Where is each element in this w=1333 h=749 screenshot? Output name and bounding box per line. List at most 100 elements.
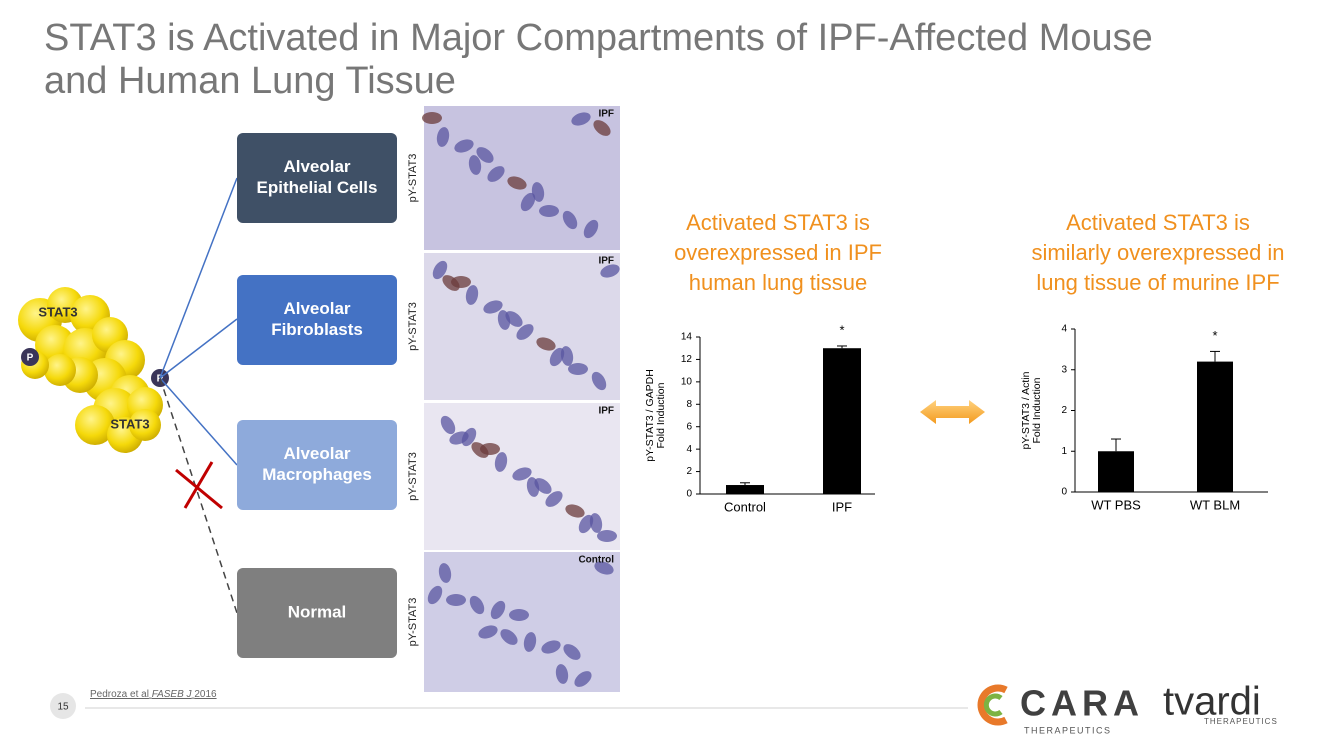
cell-nucleus xyxy=(545,491,563,507)
compartment-label: Alveolar xyxy=(283,299,350,318)
image-tag: IPF xyxy=(598,256,614,267)
cell-nucleus xyxy=(465,285,479,305)
cara-logo: CARA xyxy=(1020,683,1144,724)
cell-nucleus xyxy=(422,112,442,124)
cell-nucleus xyxy=(438,563,452,583)
micrograph xyxy=(424,253,620,400)
error-bar xyxy=(1210,350,1220,362)
error-bar xyxy=(1111,438,1121,452)
tvardi-logo: tvardi xyxy=(1163,680,1261,724)
significance: * xyxy=(1212,328,1217,343)
cell-nucleus xyxy=(468,155,482,175)
bar xyxy=(1197,361,1233,492)
cell-nucleus xyxy=(523,632,537,652)
compartment-label: Normal xyxy=(288,602,347,621)
cell-nucleus xyxy=(520,192,536,212)
cell-nucleus xyxy=(427,585,443,605)
compartment-label: Alveolar xyxy=(283,157,350,176)
significance: * xyxy=(839,322,844,337)
y-tick-label: 10 xyxy=(681,376,693,387)
title-line: STAT3 is Activated in Major Compartments… xyxy=(44,17,1153,59)
cell-nucleus xyxy=(471,442,489,458)
y-axis-label-line: Fold Induction xyxy=(655,382,667,448)
compartment-label: Fibroblasts xyxy=(271,320,363,339)
cell-nucleus xyxy=(436,127,450,147)
cell-nucleus xyxy=(594,561,614,575)
cell-nucleus xyxy=(490,600,506,620)
cell-nucleus xyxy=(509,609,529,621)
x-tick-label: IPF xyxy=(832,499,852,514)
tvardi-sub: THERAPEUTICS xyxy=(1204,717,1278,726)
y-axis-label: pY-STAT3 / GAPDH Fold Induction xyxy=(644,369,667,462)
molecule-blob xyxy=(44,354,76,386)
y-tick-label: 6 xyxy=(686,421,692,432)
chart-title: human lung tissue xyxy=(689,270,868,295)
cell-nucleus xyxy=(571,112,591,126)
x-tick-label: WT BLM xyxy=(1190,497,1240,512)
cell-nucleus xyxy=(507,176,527,190)
cell-nucleus xyxy=(562,210,578,230)
y-tick-label: 2 xyxy=(686,466,692,477)
y-tick-label: 14 xyxy=(681,332,693,343)
citation-part: 2016 xyxy=(194,689,217,700)
compartment-box xyxy=(237,275,397,365)
connector-dashed xyxy=(159,377,238,614)
cell-nucleus xyxy=(483,300,503,314)
cell-nucleus xyxy=(565,504,585,518)
connectors xyxy=(159,177,238,614)
cross xyxy=(183,461,214,509)
cell-nucleus xyxy=(446,594,466,606)
cell-nucleus xyxy=(549,347,565,367)
stain-label: pY-STAT3 xyxy=(407,302,419,351)
citation-part: FASEB J xyxy=(152,689,193,700)
y-tick-label: 12 xyxy=(681,354,693,365)
y-tick-label: 4 xyxy=(686,444,692,455)
cell-nucleus xyxy=(442,275,460,291)
citation: Pedroza et al FASEB J 2016 xyxy=(90,689,217,700)
compartment-label: Alveolar xyxy=(283,444,350,463)
image-tag: IPF xyxy=(598,406,614,417)
compartment-label: Epithelial Cells xyxy=(257,178,378,197)
y-tick-label: 0 xyxy=(1061,487,1067,498)
compartment-box xyxy=(237,568,397,658)
stain-label: pY-STAT3 xyxy=(407,598,419,647)
cell-nucleus xyxy=(541,640,561,654)
cell-nucleus xyxy=(583,219,599,239)
cell-nucleus xyxy=(568,363,588,375)
molecule-label: STAT3 xyxy=(110,416,149,431)
cell-nucleus xyxy=(476,147,494,163)
y-axis-label-line: Fold Induction xyxy=(1031,377,1043,443)
connector xyxy=(159,177,238,379)
chart: Activated STAT3 is similarly overexpresse… xyxy=(1020,210,1285,513)
cross xyxy=(175,468,223,510)
error-bar xyxy=(740,482,750,486)
page-badge xyxy=(50,693,76,719)
y-axis-label-line: pY-STAT3 / GAPDH xyxy=(644,369,656,462)
chart-title: Activated STAT3 is xyxy=(686,210,870,235)
x-tick-label: Control xyxy=(724,499,766,514)
bar xyxy=(1098,451,1134,492)
micrograph xyxy=(424,552,620,692)
cell-nucleus xyxy=(449,431,469,445)
cell-nucleus xyxy=(454,139,474,153)
phospho-badge xyxy=(21,348,39,366)
cell-nucleus xyxy=(555,664,569,684)
compartments: Alveolar Epithelial Cells pY-STAT3 IPF Alveo… xyxy=(237,106,620,692)
footer: 15 Pedroza et al FASEB J 2016 xyxy=(50,689,968,719)
cell-nucleus xyxy=(526,477,540,497)
y-tick-label: 3 xyxy=(1061,364,1067,375)
chart: Activated STAT3 is overexpressed in IPF hu… xyxy=(644,210,882,515)
molecule-blob xyxy=(129,409,161,441)
cara-mark xyxy=(977,684,1008,726)
charts: Activated STAT3 is overexpressed in IPF hu… xyxy=(644,210,1285,515)
cell-nucleus xyxy=(563,644,581,660)
connector xyxy=(159,318,238,379)
chart-title: Activated STAT3 is xyxy=(1066,210,1250,235)
cell-nucleus xyxy=(487,166,505,182)
cara-sub: THERAPEUTICS xyxy=(1024,725,1112,735)
compartment-label: Macrophages xyxy=(262,465,372,484)
cell-nucleus xyxy=(494,452,508,472)
citation-part: Pedroza et al xyxy=(90,689,149,700)
x-tick-label: WT PBS xyxy=(1091,497,1141,512)
